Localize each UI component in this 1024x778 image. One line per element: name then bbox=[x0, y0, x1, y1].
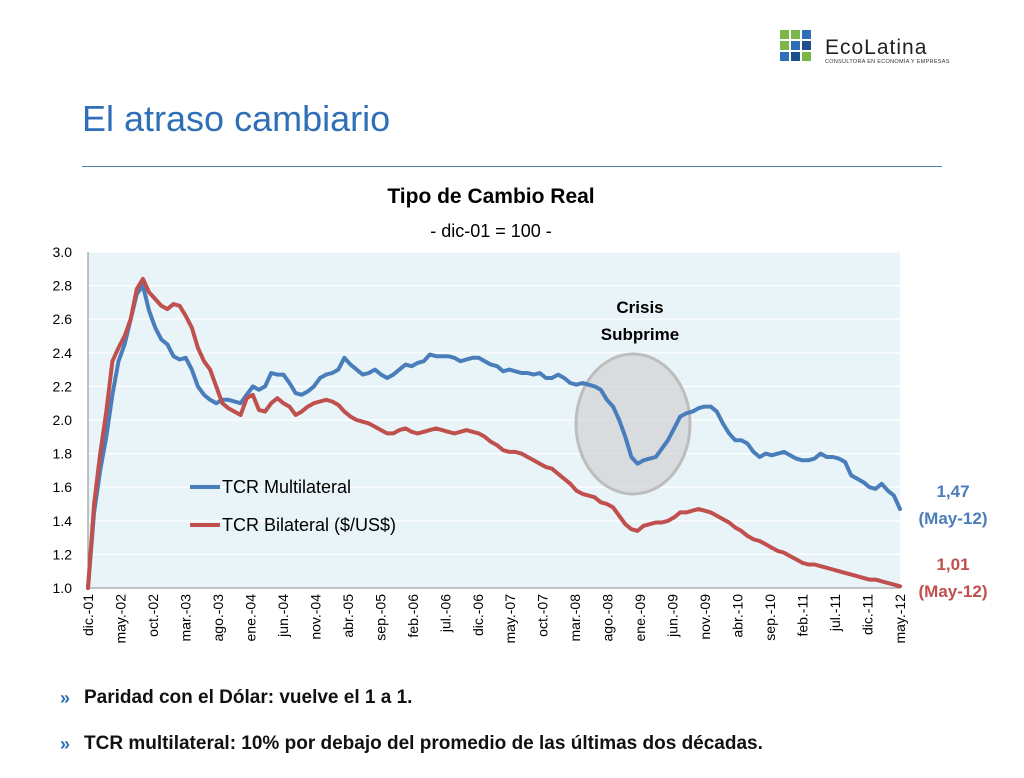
bullet-text: Paridad con el Dólar: vuelve el 1 a 1. bbox=[84, 687, 413, 708]
x-tick-label: jun.-09 bbox=[665, 594, 681, 638]
legend-label: TCR Multilateral bbox=[222, 477, 351, 497]
y-tick-label: 2.8 bbox=[53, 278, 73, 294]
series-end-label: 1,01 bbox=[936, 555, 969, 574]
y-tick-label: 3.0 bbox=[53, 244, 73, 260]
crisis-highlight-ellipse bbox=[574, 352, 692, 496]
x-tick-label: dic.-01 bbox=[80, 594, 96, 636]
x-tick-label: oct.-07 bbox=[535, 594, 551, 637]
x-tick-label: ago.-03 bbox=[210, 594, 226, 642]
x-tick-label: feb.-06 bbox=[405, 594, 421, 638]
chart-title: Tipo de Cambio Real bbox=[387, 185, 594, 208]
x-tick-label: ago.-08 bbox=[600, 594, 616, 642]
x-tick-label: sep.-10 bbox=[762, 594, 778, 641]
x-tick-label: may.-07 bbox=[502, 594, 518, 644]
x-tick-label: nov.-09 bbox=[697, 594, 713, 640]
x-tick-label: may.-02 bbox=[112, 594, 128, 644]
x-tick-label: may.-12 bbox=[892, 594, 908, 644]
series-end-label: 1,47 bbox=[936, 482, 969, 501]
crisis-annotation-label: Crisis bbox=[616, 298, 663, 317]
page-title: El atraso cambiario bbox=[82, 98, 391, 139]
series-end-label: (May-12) bbox=[919, 582, 988, 601]
y-tick-label: 1.8 bbox=[53, 446, 73, 462]
x-tick-label: abr.-05 bbox=[340, 594, 356, 638]
x-tick-label: jul.-11 bbox=[827, 594, 843, 632]
bullet-item: » Paridad con el Dólar: vuelve el 1 a 1. bbox=[60, 686, 1010, 732]
logo-tagline: CONSULTORA EN ECONOMÍA Y EMPRESAS bbox=[825, 59, 950, 65]
exchange-rate-chart: Tipo de Cambio Real - dic-01 = 100 - 1.0 1.… bbox=[53, 185, 988, 644]
y-tick-label: 2.2 bbox=[53, 378, 73, 394]
y-tick-label: 2.6 bbox=[53, 311, 73, 327]
x-tick-label: sep.-05 bbox=[372, 594, 388, 641]
legend-label: TCR Bilateral ($/US$) bbox=[222, 515, 396, 535]
x-tick-label: dic.-06 bbox=[470, 594, 486, 636]
series-end-label: (May-12) bbox=[919, 509, 988, 528]
logo-grid-icon bbox=[780, 30, 811, 61]
x-tick-label: mar.-08 bbox=[567, 594, 583, 642]
y-tick-label: 2.4 bbox=[53, 345, 73, 361]
y-tick-label: 1.0 bbox=[53, 580, 73, 596]
x-tick-label: ene.-04 bbox=[242, 594, 258, 642]
series-line-bilateral bbox=[86, 276, 902, 590]
logo-name: EcoLatina bbox=[825, 36, 928, 59]
series-line-multilateral bbox=[86, 283, 902, 590]
x-tick-label: oct.-02 bbox=[145, 594, 161, 637]
bullet-item: » TCR multilateral: 10% por debajo del pr… bbox=[60, 732, 1010, 778]
x-tick-label: jul.-06 bbox=[437, 594, 453, 633]
bullet-list: » Paridad con el Dólar: vuelve el 1 a 1. … bbox=[60, 686, 1010, 778]
bullet-text: TCR multilateral: 10% por debajo del pro… bbox=[84, 733, 763, 754]
x-tick-label: mar.-03 bbox=[177, 594, 193, 642]
x-tick-label: dic.-11 bbox=[860, 594, 876, 635]
y-tick-label: 1.6 bbox=[53, 479, 73, 495]
x-tick-label: nov.-04 bbox=[307, 594, 323, 640]
title-divider bbox=[82, 166, 942, 167]
bullet-chevron-icon: » bbox=[60, 734, 71, 754]
x-tick-label: ene.-09 bbox=[632, 594, 648, 642]
x-tick-label: jun.-04 bbox=[275, 594, 291, 638]
y-tick-label: 2.0 bbox=[53, 412, 73, 428]
bullet-chevron-icon: » bbox=[60, 688, 71, 708]
chart-subtitle: - dic-01 = 100 - bbox=[430, 221, 552, 241]
x-tick-label: feb.-11 bbox=[795, 594, 811, 637]
y-tick-label: 1.4 bbox=[53, 513, 73, 529]
x-tick-label: abr.-10 bbox=[730, 594, 746, 638]
crisis-annotation-label: Subprime bbox=[601, 325, 679, 344]
ecolatina-logo: EcoLatina CONSULTORA EN ECONOMÍA Y EMPRE… bbox=[780, 30, 990, 70]
y-tick-label: 1.2 bbox=[53, 546, 73, 562]
